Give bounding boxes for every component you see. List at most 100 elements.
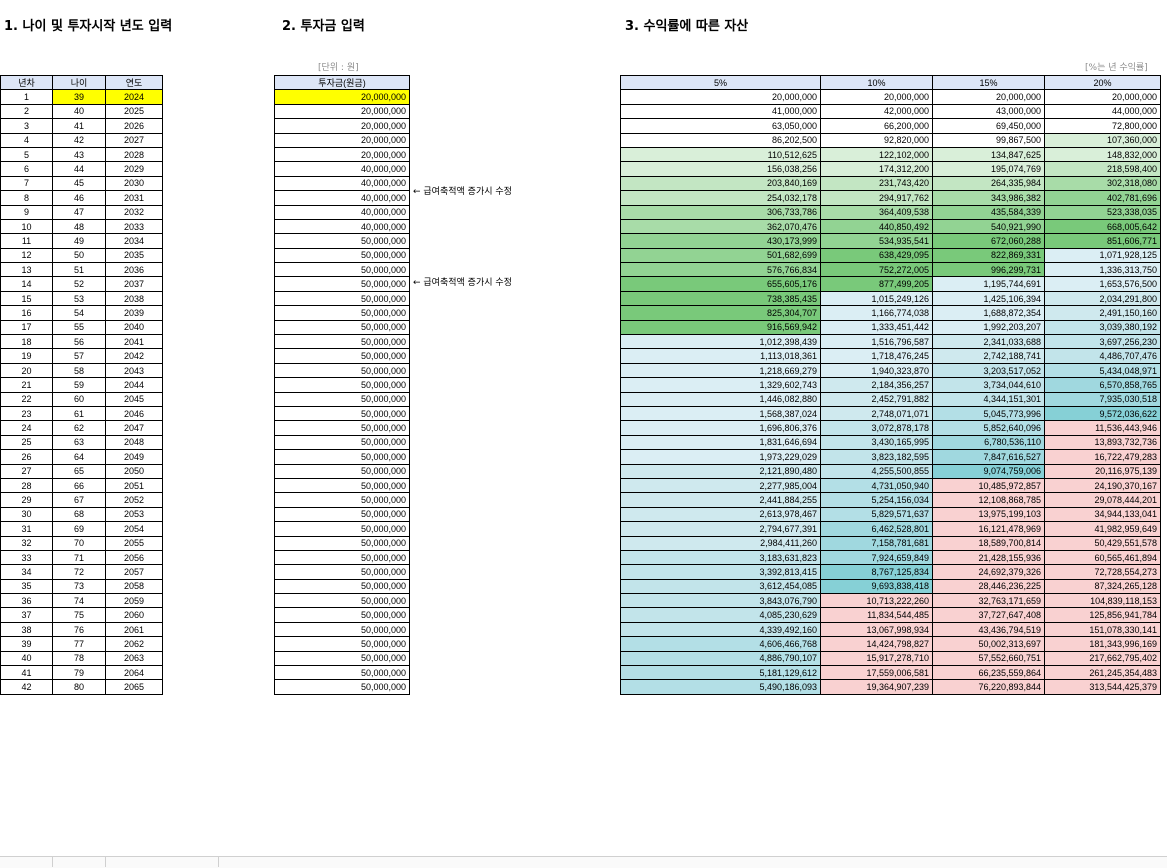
investment-cell[interactable]: 50,000,000 <box>274 434 410 451</box>
table-row: 20,000,000 <box>274 132 410 148</box>
table-row: 41,000,000 42,000,000 43,000,000 44,000,000 <box>620 103 1161 120</box>
asset-value-cell: 5,254,156,034 <box>820 492 933 508</box>
asset-value-cell: 5,181,129,612 <box>620 665 821 681</box>
year-cell: 2048 <box>105 434 163 451</box>
investment-cell[interactable]: 50,000,000 <box>274 564 410 580</box>
age-cell: 54 <box>52 305 106 321</box>
table-row: 50,000,000 <box>274 449 410 465</box>
year-cell: 2038 <box>105 290 163 307</box>
investment-cell[interactable]: 50,000,000 <box>274 276 410 292</box>
table-row: 2,984,411,260 7,158,781,681 18,589,700,814… <box>620 535 1161 551</box>
investment-cell[interactable]: 50,000,000 <box>274 607 410 623</box>
investment-cell[interactable]: 50,000,000 <box>274 319 410 336</box>
investment-cell[interactable]: 40,000,000 <box>274 175 410 192</box>
investment-cell[interactable]: 50,000,000 <box>274 348 410 364</box>
investment-cell[interactable]: 50,000,000 <box>274 506 410 523</box>
investment-cell[interactable]: 50,000,000 <box>274 650 410 667</box>
year-index-cell: 17 <box>0 319 53 336</box>
table-row: 4 42 2027 <box>0 132 163 148</box>
asset-value-cell: 18,589,700,814 <box>932 535 1045 551</box>
year-cell: 2046 <box>105 405 163 422</box>
year-index-cell: 16 <box>0 305 53 321</box>
asset-value-cell: 3,843,076,790 <box>620 593 821 609</box>
investment-cell[interactable]: 20,000,000 <box>274 118 410 134</box>
investment-cell[interactable]: 50,000,000 <box>274 636 410 652</box>
investment-cell[interactable]: 20,000,000 <box>274 146 410 163</box>
year-cell: 2029 <box>105 161 163 177</box>
investment-cell[interactable]: 50,000,000 <box>274 262 410 278</box>
table-row: 50,000,000 <box>274 405 410 422</box>
year-cell: 2036 <box>105 262 163 278</box>
table-row: 50,000,000 <box>274 276 410 292</box>
asset-value-cell: 294,917,762 <box>820 190 933 206</box>
table-row: 501,682,699 638,429,095 822,869,331 1,071,9… <box>620 247 1161 264</box>
age-cell: 77 <box>52 636 106 652</box>
investment-cell[interactable]: 50,000,000 <box>274 535 410 551</box>
asset-value-cell: 24,692,379,326 <box>932 564 1045 580</box>
asset-value-cell: 1,973,229,029 <box>620 449 821 465</box>
asset-value-cell: 1,653,576,500 <box>1044 276 1161 292</box>
asset-value-cell: 92,820,000 <box>820 132 933 148</box>
investment-cell[interactable]: 50,000,000 <box>274 578 410 595</box>
asset-value-cell: 21,428,155,936 <box>932 549 1045 566</box>
investment-cell[interactable]: 20,000,000 <box>274 132 410 148</box>
table-row: 40,000,000 <box>274 175 410 192</box>
investment-cell[interactable]: 50,000,000 <box>274 549 410 566</box>
investment-cell[interactable]: 50,000,000 <box>274 233 410 249</box>
investment-cell[interactable]: 40,000,000 <box>274 190 410 206</box>
age-cell[interactable]: 39 <box>52 89 106 105</box>
investment-cell[interactable]: 50,000,000 <box>274 593 410 609</box>
table-row: 20,000,000 <box>274 89 410 105</box>
investment-cell[interactable]: 50,000,000 <box>274 420 410 436</box>
table-row: 10 48 2033 <box>0 218 163 235</box>
asset-value-cell: 104,839,118,153 <box>1044 593 1161 609</box>
investment-cell[interactable]: 50,000,000 <box>274 247 410 264</box>
year-cell: 2044 <box>105 377 163 393</box>
investment-cell[interactable]: 40,000,000 <box>274 161 410 177</box>
investment-cell[interactable]: 40,000,000 <box>274 204 410 220</box>
age-cell: 72 <box>52 564 106 580</box>
asset-value-cell: 4,255,500,855 <box>820 463 933 479</box>
asset-value-cell: 2,034,291,800 <box>1044 290 1161 307</box>
asset-value-cell: 181,343,996,169 <box>1044 636 1161 652</box>
table-row: 29 67 2052 <box>0 492 163 508</box>
investment-cell[interactable]: 50,000,000 <box>274 362 410 379</box>
year-cell[interactable]: 2024 <box>105 89 163 105</box>
unit-label-rate: [%는 년 수익률] <box>1085 63 1148 73</box>
asset-value-cell: 540,921,990 <box>932 218 1045 235</box>
table-row: 4,886,790,107 15,917,278,710 57,552,660,75… <box>620 650 1161 667</box>
investment-cell[interactable]: 50,000,000 <box>274 477 410 494</box>
investment-cell[interactable]: 50,000,000 <box>274 621 410 638</box>
table-row: 2,441,884,255 5,254,156,034 12,108,868,785… <box>620 492 1161 508</box>
year-cell: 2054 <box>105 521 163 537</box>
table-row: 430,173,999 534,935,541 672,060,288 851,606… <box>620 233 1161 249</box>
investment-cell[interactable]: 40,000,000 <box>274 218 410 235</box>
year-index-cell: 15 <box>0 290 53 307</box>
year-index-cell: 41 <box>0 665 53 681</box>
table-row: 40,000,000 <box>274 190 410 206</box>
investment-cell[interactable]: 50,000,000 <box>274 463 410 479</box>
investment-cell[interactable]: 50,000,000 <box>274 334 410 350</box>
asset-value-cell: 2,341,033,688 <box>932 334 1045 350</box>
year-cell: 2028 <box>105 146 163 163</box>
asset-value-cell: 822,869,331 <box>932 247 1045 264</box>
investment-cell[interactable]: 50,000,000 <box>274 305 410 321</box>
investment-cell[interactable]: 50,000,000 <box>274 492 410 508</box>
investment-cell[interactable]: 50,000,000 <box>274 377 410 393</box>
investment-cell[interactable]: 50,000,000 <box>274 665 410 681</box>
asset-value-cell: 3,039,380,192 <box>1044 319 1161 336</box>
table-row: 50,000,000 <box>274 362 410 379</box>
asset-value-cell: 2,491,150,160 <box>1044 305 1161 321</box>
investment-cell[interactable]: 20,000,000 <box>274 103 410 120</box>
investment-cell[interactable]: 50,000,000 <box>274 290 410 307</box>
table-row: 50,000,000 <box>274 319 410 336</box>
investment-cell[interactable]: 50,000,000 <box>274 521 410 537</box>
investment-cell[interactable]: 50,000,000 <box>274 405 410 422</box>
investment-cell[interactable]: 50,000,000 <box>274 391 410 407</box>
investment-cell[interactable]: 50,000,000 <box>274 449 410 465</box>
year-cell: 2026 <box>105 118 163 134</box>
investment-cell[interactable]: 20,000,000 <box>274 89 410 105</box>
table-row: 33 71 2056 <box>0 549 163 566</box>
investment-cell[interactable]: 50,000,000 <box>274 679 410 695</box>
year-index-cell: 8 <box>0 190 53 206</box>
